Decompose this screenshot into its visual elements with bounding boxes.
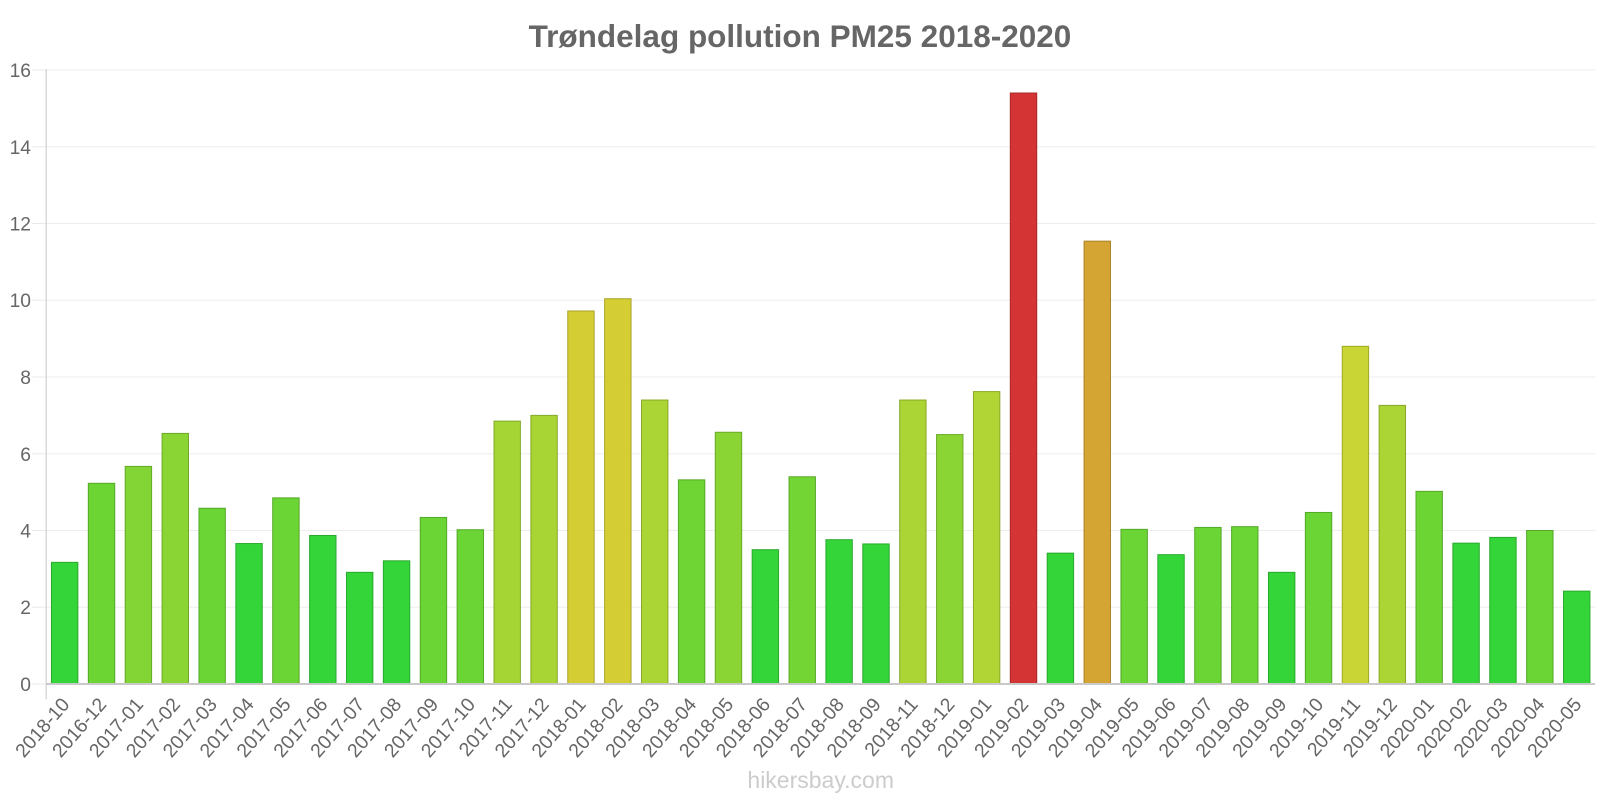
svg-text:12: 12 [10, 215, 31, 236]
svg-text:4: 4 [20, 522, 31, 543]
svg-text:2: 2 [20, 598, 31, 619]
svg-text:hikersbay.com: hikersbay.com [747, 767, 894, 793]
svg-text:Trøndelag pollution PM25 2018-: Trøndelag pollution PM25 2018-2020 [529, 18, 1072, 54]
svg-text:16: 16 [10, 61, 31, 82]
svg-text:8: 8 [20, 368, 31, 389]
svg-text:10: 10 [10, 291, 31, 312]
svg-text:6: 6 [20, 445, 31, 466]
svg-text:0: 0 [20, 675, 31, 696]
svg-text:14: 14 [10, 138, 32, 159]
